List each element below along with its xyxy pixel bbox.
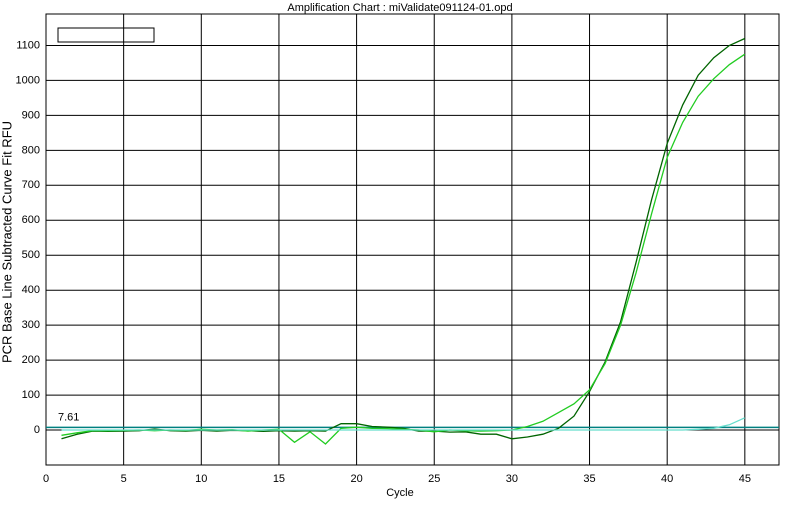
chart-title: Amplification Chart : miValidate091124-0… bbox=[287, 2, 512, 14]
y-tick-label: 1000 bbox=[16, 74, 40, 86]
y-tick-label: 400 bbox=[22, 284, 40, 296]
y-tick-label: 300 bbox=[22, 319, 40, 331]
x-tick-label: 20 bbox=[350, 473, 362, 485]
y-tick-label: 1100 bbox=[16, 39, 40, 51]
y-tick-label: 500 bbox=[22, 249, 40, 261]
y-tick-label: 200 bbox=[22, 354, 40, 366]
y-tick-label: 600 bbox=[22, 214, 40, 226]
legend-box bbox=[57, 27, 155, 43]
y-tick-label: 100 bbox=[22, 389, 40, 401]
x-tick-label: 30 bbox=[506, 473, 518, 485]
threshold-label: 7.61 bbox=[58, 411, 79, 423]
data-line bbox=[61, 37, 746, 440]
x-tick-label: 25 bbox=[428, 473, 440, 485]
y-tick-label: 700 bbox=[22, 179, 40, 191]
x-axis-label: Cycle bbox=[386, 487, 414, 499]
x-tick-label: 10 bbox=[195, 473, 207, 485]
x-tick-label: 5 bbox=[121, 473, 127, 485]
y-tick-label: 900 bbox=[22, 109, 40, 121]
data-line bbox=[61, 417, 746, 431]
x-tick-label: 15 bbox=[273, 473, 285, 485]
y-tick-label: 0 bbox=[34, 424, 40, 436]
y-axis-label: PCR Base Line Subtracted Curve Fit RFU bbox=[0, 121, 14, 363]
x-tick-label: 40 bbox=[661, 473, 673, 485]
x-tick-label: 0 bbox=[43, 473, 49, 485]
x-tick-label: 45 bbox=[739, 473, 751, 485]
x-tick-label: 35 bbox=[583, 473, 595, 485]
y-tick-label: 800 bbox=[22, 144, 40, 156]
